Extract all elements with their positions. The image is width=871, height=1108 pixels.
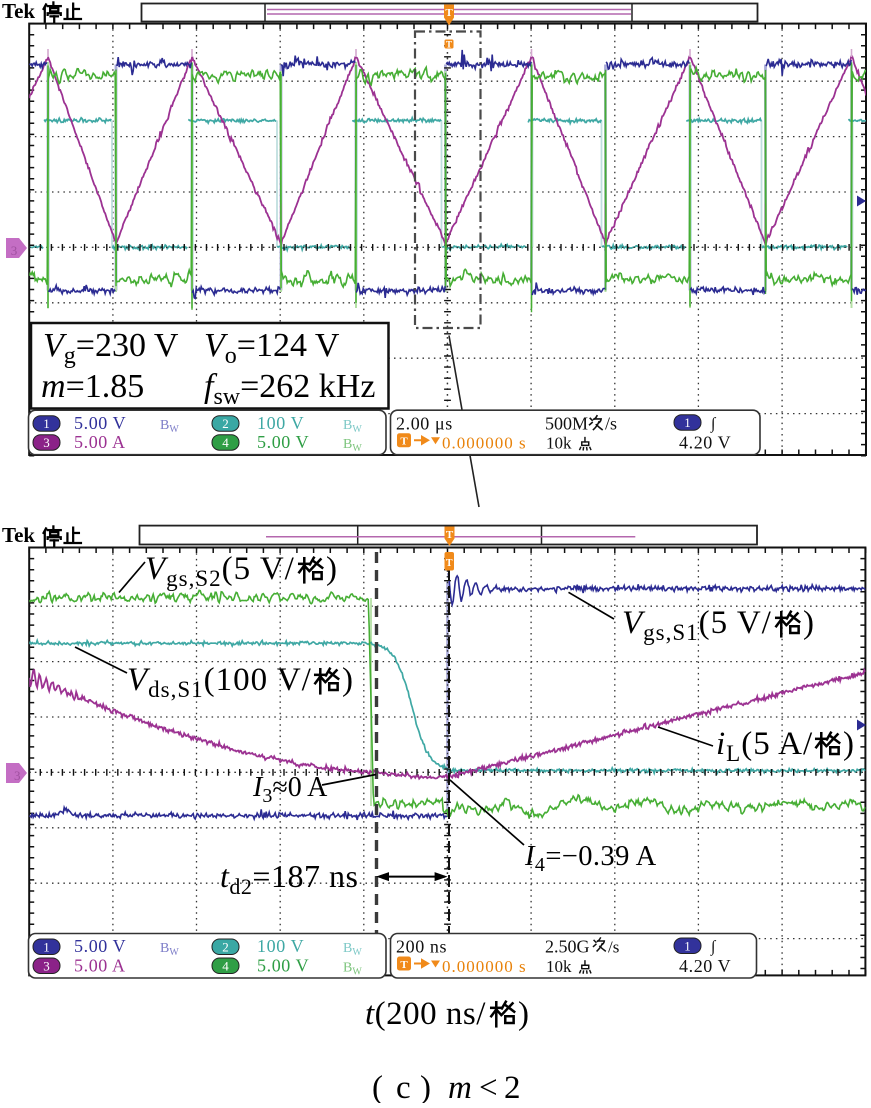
svg-text:m: m [448,1070,472,1103]
svg-text:1: 1 [43,939,50,954]
svg-text:): ) [843,726,854,762]
svg-text:T: T [445,7,453,19]
svg-text:∫: ∫ [710,939,717,957]
svg-text:5.00 A: 5.00 A [74,432,126,452]
svg-text:/s: /s [608,938,619,957]
svg-text:Tek: Tek [2,523,35,547]
svg-text:td2=187 ns: td2=187 ns [220,858,358,899]
svg-text:3: 3 [11,243,18,258]
svg-text:3: 3 [14,768,21,783]
svg-text:Vg=230 V: Vg=230 V [43,327,179,369]
svg-text:<: < [479,1070,498,1103]
svg-text:Vo=124 V: Vo=124 V [204,327,340,369]
svg-text:4.20 V: 4.20 V [679,433,731,453]
svg-text:I4=−0.39 A: I4=−0.39 A [524,841,657,876]
svg-text:Tek: Tek [2,0,35,23]
svg-text:(: ( [372,1070,383,1103]
svg-text:c: c [396,1070,411,1103]
svg-text:0.000000 s: 0.000000 s [442,957,527,976]
svg-text:5.00 V: 5.00 V [74,936,126,956]
svg-text:3: 3 [43,958,50,973]
svg-text:3: 3 [43,435,50,450]
svg-text:2: 2 [222,939,229,954]
svg-text:): ) [342,662,353,698]
svg-text:): ) [326,551,337,587]
svg-text:/s: /s [605,413,617,433]
svg-text:0.000000 s: 0.000000 s [442,434,527,453]
svg-text:2.00 μs: 2.00 μs [396,413,453,433]
svg-text:t(200 ns/: t(200 ns/ [365,996,486,1032]
svg-text:5.00 V: 5.00 V [74,413,126,433]
svg-text:2: 2 [222,416,229,431]
svg-text:5.00 V: 5.00 V [257,432,309,452]
svg-text:10k: 10k [546,957,572,976]
svg-text:5.00 A: 5.00 A [74,955,126,975]
svg-text:m=1.85: m=1.85 [41,368,144,405]
svg-text:fsw=262 kHz: fsw=262 kHz [204,368,375,410]
svg-text:iL(5 A/: iL(5 A/ [716,726,813,766]
svg-text:100 V: 100 V [257,413,304,433]
svg-text:): ) [518,996,529,1032]
svg-text:2: 2 [504,1070,521,1103]
svg-text:Vds,S1(100 V/: Vds,S1(100 V/ [127,662,312,702]
svg-text:): ) [420,1070,431,1103]
svg-text:I3≈0 A: I3≈0 A [252,772,328,807]
svg-text:): ) [803,605,814,641]
svg-text:1: 1 [43,416,50,431]
svg-text:4: 4 [222,958,229,973]
svg-text:100 V: 100 V [257,936,304,956]
svg-text:T: T [446,558,453,569]
svg-text:T: T [446,40,452,50]
svg-text:2.50G: 2.50G [545,937,590,957]
svg-text:T: T [400,959,408,971]
svg-text:5.00 V: 5.00 V [257,955,309,975]
svg-text:T: T [400,436,408,448]
svg-text:10k: 10k [546,434,572,453]
svg-text:1: 1 [684,415,691,430]
svg-text:1: 1 [684,938,691,953]
svg-text:T: T [446,529,454,541]
svg-text:4: 4 [222,435,229,450]
svg-text:200 ns: 200 ns [396,937,447,957]
svg-text:∫: ∫ [710,415,717,433]
svg-text:500M: 500M [545,413,588,433]
svg-text:Vgs,S2(5 V/: Vgs,S2(5 V/ [145,551,295,591]
svg-text:4.20 V: 4.20 V [679,956,731,976]
svg-text:Vgs,S1(5 V/: Vgs,S1(5 V/ [622,605,772,645]
